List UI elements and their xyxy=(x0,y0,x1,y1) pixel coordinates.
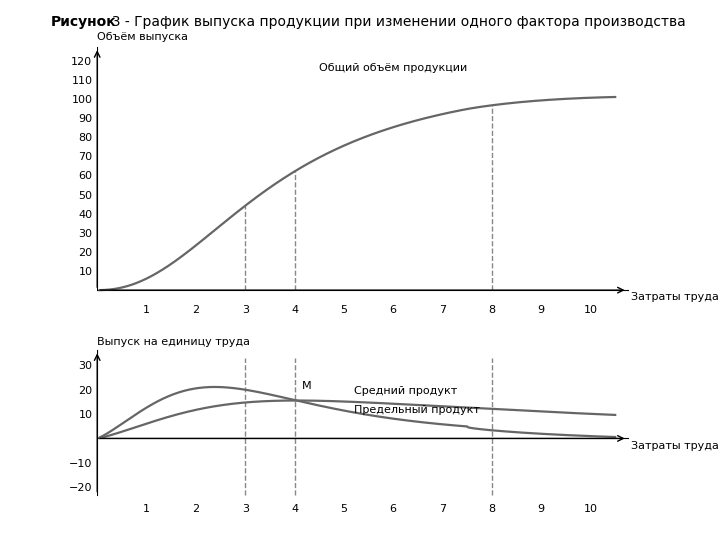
Text: Объём выпуска: Объём выпуска xyxy=(97,31,188,42)
Text: 3 - График выпуска продукции при изменении одного фактора производства: 3 - График выпуска продукции при изменен… xyxy=(103,15,685,29)
Text: Выпуск на единицу труда: Выпуск на единицу труда xyxy=(97,337,251,347)
Text: Общий объём продукции: Общий объём продукции xyxy=(319,63,467,73)
Text: Средний продукт: Средний продукт xyxy=(354,386,457,396)
Text: Затраты труда: Затраты труда xyxy=(631,292,719,302)
Text: М: М xyxy=(302,381,312,391)
Text: Затраты труда: Затраты труда xyxy=(631,441,719,451)
Text: Рисунок: Рисунок xyxy=(50,15,116,29)
Text: Предельный продукт: Предельный продукт xyxy=(354,406,480,415)
